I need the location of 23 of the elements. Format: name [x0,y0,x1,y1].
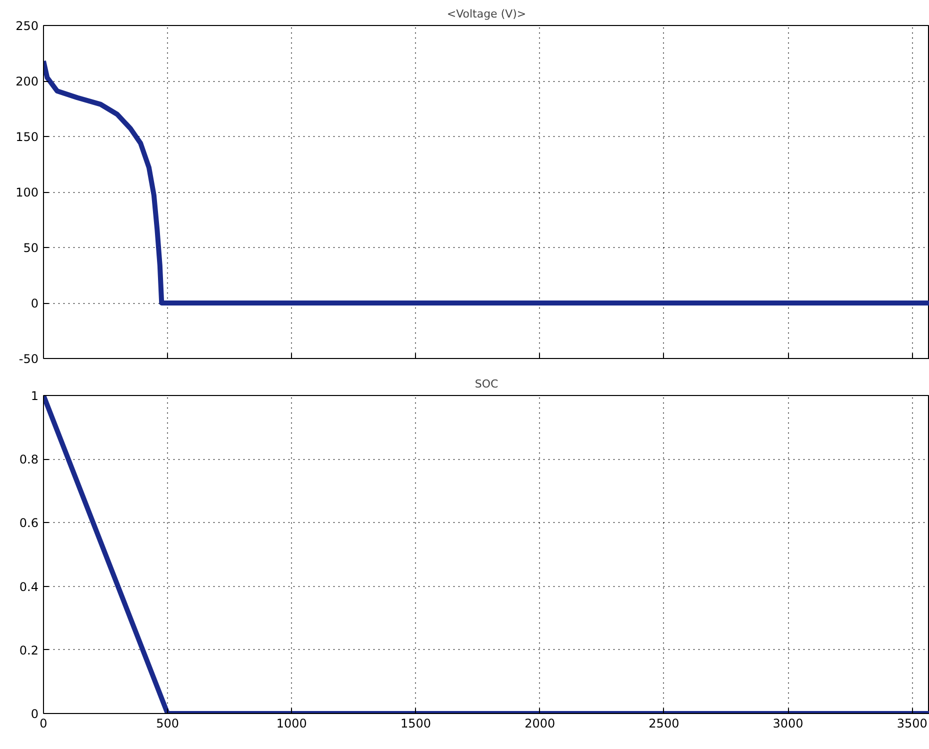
chart-title: SOC [474,378,498,390]
y-tick-label: 0.8 [19,452,39,467]
x-tick-label: 2000 [524,716,556,730]
y-tick-label: 1 [30,389,39,403]
y-tick-label: 0 [30,707,39,721]
y-tick-label: 100 [16,186,38,200]
y-tick-label: 200 [16,74,38,88]
x-tick-label: 0 [40,716,48,730]
x-tick-label: 500 [156,716,180,730]
y-tick-label: -50 [18,352,39,366]
y-tick-label: 50 [23,241,39,255]
y-tick-label: 0.2 [19,643,39,658]
x-tick-label: 1500 [400,716,432,730]
x-tick-label: 3500 [896,716,928,730]
x-tick-label: 1000 [276,716,307,730]
y-tick-label: 0.6 [19,516,39,530]
chart-title: <Voltage (V)> [446,8,526,20]
x-tick-label: 2500 [648,716,680,730]
y-tick-label: 150 [16,130,38,144]
y-tick-label: 250 [16,19,38,33]
x-tick-label: 3000 [772,716,804,730]
y-tick-label: 0.4 [19,580,39,594]
y-tick-label: 0 [30,296,39,310]
